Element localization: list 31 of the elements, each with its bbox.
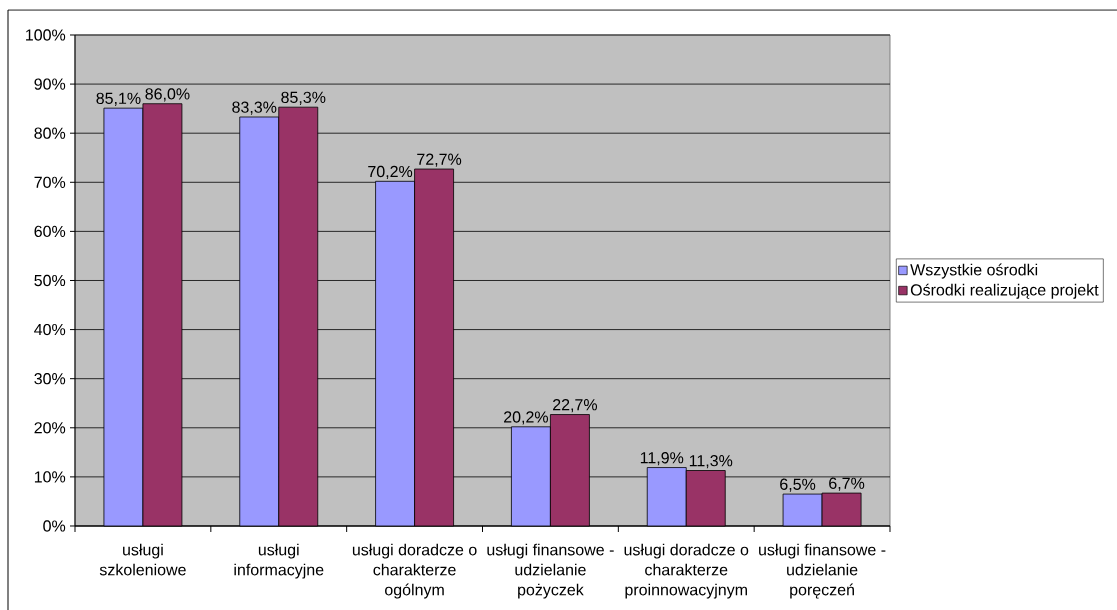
data-label: 70,2%: [368, 165, 413, 180]
data-label: 6,7%: [829, 477, 865, 491]
data-label: 20,2%: [504, 411, 549, 425]
data-label: 86,0%: [145, 88, 190, 102]
y-tick-label: 20%: [34, 422, 66, 434]
data-label: 11,9%: [640, 452, 684, 466]
data-label: 85,1%: [96, 92, 141, 106]
data-label: 72,7%: [417, 153, 462, 167]
data-label: 11,3%: [689, 455, 733, 469]
data-label: 22,7%: [553, 399, 598, 413]
y-tick-label: 100%: [26, 29, 66, 41]
data-label: 6,5%: [780, 478, 816, 492]
y-tick-label: 50%: [34, 274, 66, 287]
legend-label: Ośrodki realizujące projekt: [910, 283, 1099, 299]
x-tick-label: usługi doradcze o charakterze ogólnym: [352, 543, 477, 599]
y-tick-label: 60%: [34, 225, 66, 238]
y-tick-label: 70%: [34, 176, 66, 188]
y-tick-label: 90%: [34, 78, 66, 90]
x-tick-label: usługi doradcze o charakterze proinnowacyjnym: [624, 543, 749, 599]
y-tick-label: 0%: [43, 520, 66, 532]
x-tick-label: usługi szkoleniowe: [99, 543, 186, 576]
y-tick-label: 10%: [34, 471, 66, 483]
x-tick-label: usługi informacyjne: [234, 543, 324, 579]
y-tick-label: 40%: [34, 323, 66, 336]
y-tick-label: 80%: [34, 127, 66, 139]
data-label: 85,3%: [281, 91, 326, 105]
x-tick-label: usługi finansowe - udzielanie poręczeń: [759, 543, 886, 599]
x-tick-label: usługi finansowe - udzielanie pożyczek: [487, 543, 614, 599]
legend-label: Wszystkie ośrodki: [910, 263, 1038, 279]
y-tick-label: 30%: [34, 373, 66, 385]
data-label: 83,3%: [232, 101, 277, 115]
